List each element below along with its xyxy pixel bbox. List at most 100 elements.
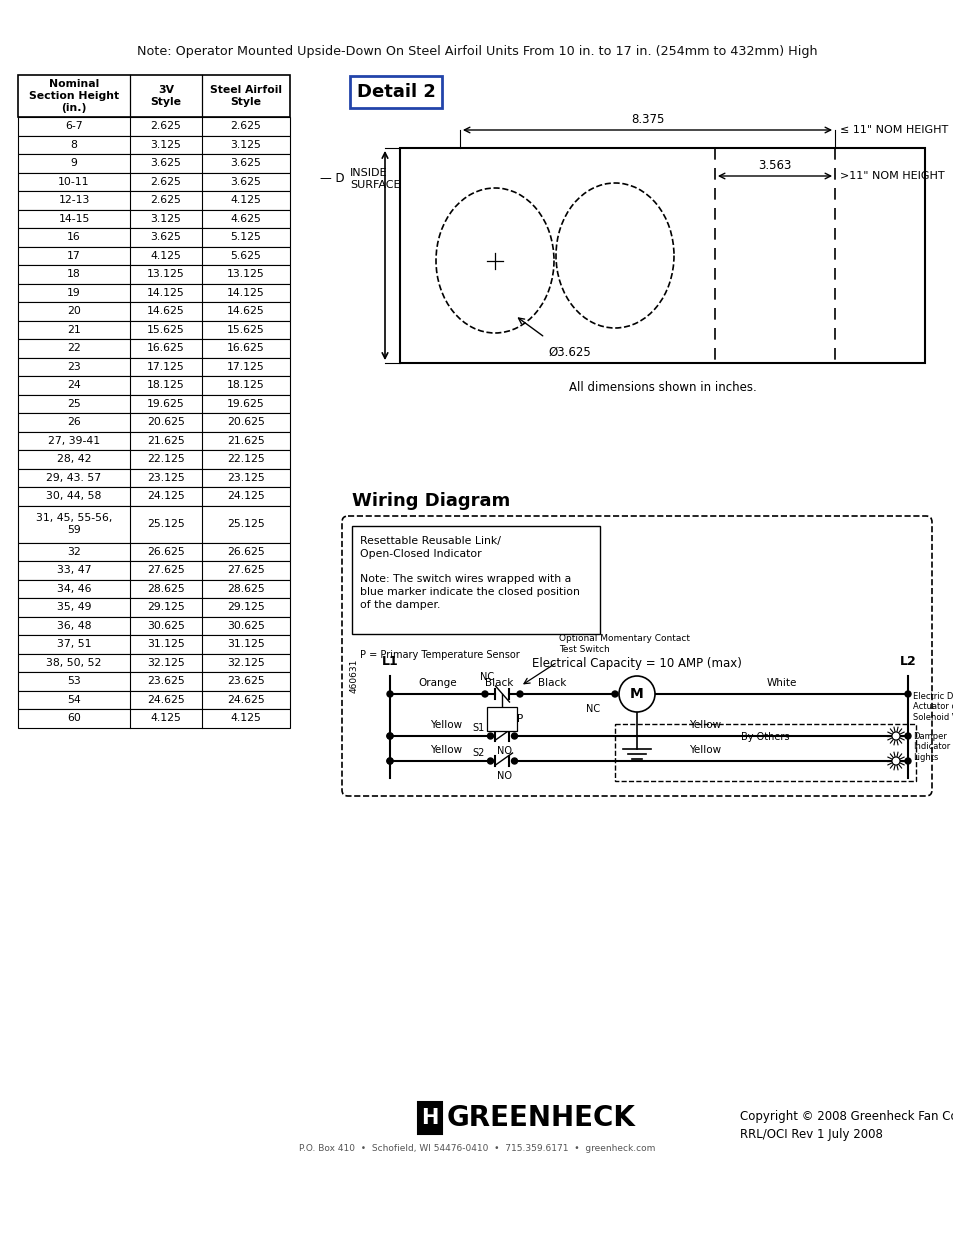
Text: 24.625: 24.625 bbox=[147, 695, 185, 705]
Bar bbox=[18, 431, 290, 450]
Bar bbox=[18, 375, 290, 394]
Text: S1: S1 bbox=[472, 722, 484, 734]
Text: 6-7: 6-7 bbox=[65, 121, 83, 131]
Bar bbox=[18, 338, 290, 357]
Text: 18: 18 bbox=[67, 269, 81, 279]
Text: Damper
Indicator
Lights: Damper Indicator Lights bbox=[912, 732, 949, 762]
Bar bbox=[18, 635, 290, 653]
Text: 13.125: 13.125 bbox=[227, 269, 265, 279]
Text: 2.625: 2.625 bbox=[151, 177, 181, 186]
Text: 3.563: 3.563 bbox=[758, 159, 791, 172]
Circle shape bbox=[487, 758, 493, 764]
Bar bbox=[18, 505, 290, 542]
FancyBboxPatch shape bbox=[487, 706, 517, 731]
Text: Resettable Reusable Link/
Open-Closed Indicator: Resettable Reusable Link/ Open-Closed In… bbox=[359, 536, 500, 559]
Text: Note: The switch wires wrapped with a
blue marker indicate the closed position
o: Note: The switch wires wrapped with a bl… bbox=[359, 574, 579, 610]
Text: 23.625: 23.625 bbox=[227, 677, 265, 687]
Bar bbox=[18, 173, 290, 191]
Text: 24: 24 bbox=[67, 380, 81, 390]
Bar bbox=[18, 210, 290, 228]
Text: 27.625: 27.625 bbox=[227, 566, 265, 576]
Text: 23.125: 23.125 bbox=[147, 473, 185, 483]
Text: 30.625: 30.625 bbox=[227, 621, 265, 631]
Text: 15.625: 15.625 bbox=[147, 325, 185, 335]
Text: Ø3.625: Ø3.625 bbox=[547, 346, 590, 358]
Text: 19.625: 19.625 bbox=[147, 399, 185, 409]
Text: Steel Airfoil
Style: Steel Airfoil Style bbox=[210, 85, 282, 107]
Text: H: H bbox=[421, 1108, 438, 1128]
Text: 24.125: 24.125 bbox=[147, 492, 185, 501]
Circle shape bbox=[387, 758, 393, 764]
Text: 14.125: 14.125 bbox=[147, 288, 185, 298]
Bar bbox=[18, 542, 290, 561]
Bar bbox=[417, 1102, 441, 1134]
Text: 3.125: 3.125 bbox=[151, 140, 181, 149]
Text: 3.125: 3.125 bbox=[151, 214, 181, 224]
Text: 8: 8 bbox=[71, 140, 77, 149]
Text: 26: 26 bbox=[67, 417, 81, 427]
Text: Electric Damper
Actuator or Pneu.
Solenoid Valve: Electric Damper Actuator or Pneu. Soleno… bbox=[912, 692, 953, 721]
Bar bbox=[18, 75, 290, 117]
Circle shape bbox=[387, 758, 393, 764]
Text: >11" NOM HEIGHT: >11" NOM HEIGHT bbox=[840, 170, 943, 182]
Bar bbox=[18, 117, 290, 136]
Text: 3V
Style: 3V Style bbox=[151, 85, 181, 107]
Text: INSIDE
SURFACE: INSIDE SURFACE bbox=[350, 168, 400, 190]
Text: 17.125: 17.125 bbox=[227, 362, 265, 372]
Text: 24.625: 24.625 bbox=[227, 695, 265, 705]
Text: S2: S2 bbox=[472, 748, 484, 758]
Circle shape bbox=[612, 692, 618, 697]
Text: 9: 9 bbox=[71, 158, 77, 168]
Text: 32.125: 32.125 bbox=[147, 658, 185, 668]
Text: 23.625: 23.625 bbox=[147, 677, 185, 687]
Text: 5.625: 5.625 bbox=[231, 251, 261, 261]
Text: Optional Momentary Contact
Test Switch: Optional Momentary Contact Test Switch bbox=[558, 634, 690, 655]
Text: 22.125: 22.125 bbox=[227, 454, 265, 464]
Text: L1: L1 bbox=[381, 655, 398, 668]
Text: M: M bbox=[630, 687, 643, 701]
FancyBboxPatch shape bbox=[350, 77, 441, 107]
Text: 13.125: 13.125 bbox=[147, 269, 185, 279]
Text: Electrical Capacity = 10 AMP (max): Electrical Capacity = 10 AMP (max) bbox=[532, 657, 741, 671]
Text: 16: 16 bbox=[67, 232, 81, 242]
Text: P: P bbox=[517, 714, 523, 724]
Text: 3.625: 3.625 bbox=[151, 232, 181, 242]
Circle shape bbox=[904, 734, 910, 739]
Text: 4.125: 4.125 bbox=[151, 714, 181, 724]
Text: 60: 60 bbox=[67, 714, 81, 724]
Text: 29, 43. 57: 29, 43. 57 bbox=[47, 473, 101, 483]
Text: 27.625: 27.625 bbox=[147, 566, 185, 576]
Text: Yellow: Yellow bbox=[430, 720, 462, 730]
Text: 15.625: 15.625 bbox=[227, 325, 265, 335]
FancyBboxPatch shape bbox=[341, 516, 931, 797]
Text: 17: 17 bbox=[67, 251, 81, 261]
Text: 26.625: 26.625 bbox=[147, 547, 185, 557]
Bar bbox=[18, 412, 290, 431]
Text: 3.625: 3.625 bbox=[151, 158, 181, 168]
Circle shape bbox=[387, 692, 393, 697]
Text: 27, 39-41: 27, 39-41 bbox=[48, 436, 100, 446]
Text: 28.625: 28.625 bbox=[227, 584, 265, 594]
Bar bbox=[18, 672, 290, 690]
Text: 32.125: 32.125 bbox=[227, 658, 265, 668]
Circle shape bbox=[904, 692, 910, 697]
Text: Detail 2: Detail 2 bbox=[356, 83, 435, 101]
Text: Black: Black bbox=[537, 678, 566, 688]
Text: 38, 50, 52: 38, 50, 52 bbox=[47, 658, 102, 668]
Text: 17.125: 17.125 bbox=[147, 362, 185, 372]
Text: 31.125: 31.125 bbox=[227, 640, 265, 650]
Text: 25.125: 25.125 bbox=[147, 519, 185, 529]
Text: 2.625: 2.625 bbox=[151, 121, 181, 131]
Bar bbox=[399, 148, 924, 363]
Text: 35, 49: 35, 49 bbox=[56, 603, 91, 613]
Text: 10-11: 10-11 bbox=[58, 177, 90, 186]
Bar bbox=[18, 468, 290, 487]
Bar bbox=[18, 136, 290, 154]
Text: Yellow: Yellow bbox=[430, 745, 462, 755]
Text: 2.625: 2.625 bbox=[231, 121, 261, 131]
Text: By Others: By Others bbox=[740, 732, 789, 742]
Bar bbox=[18, 247, 290, 266]
Text: P.O. Box 410  •  Schofield, WI 54476-0410  •  715.359.6171  •  greenheck.com: P.O. Box 410 • Schofield, WI 54476-0410 … bbox=[298, 1144, 655, 1153]
Text: L2: L2 bbox=[899, 655, 916, 668]
Text: GREENHECK: GREENHECK bbox=[447, 1104, 636, 1132]
